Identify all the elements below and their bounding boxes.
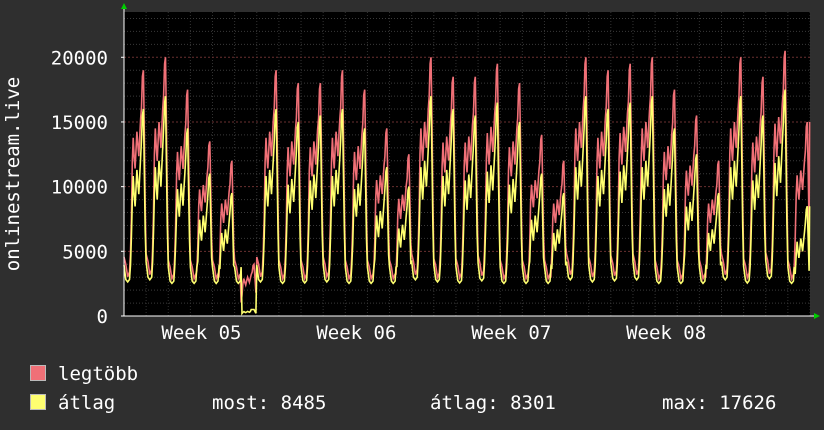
series-line-atlag [123, 89, 811, 316]
x-tick-label: Week 05 [161, 322, 241, 344]
y-tick-label: 15000 [51, 112, 108, 134]
x-tick-label: Week 08 [626, 322, 706, 344]
x-tick-label: Week 07 [471, 322, 551, 344]
y-tick-labels: 0 5000 10000 15000 20000 [51, 47, 124, 328]
x-axis-arrow [814, 313, 820, 319]
y-axis-arrow [121, 3, 127, 9]
legend-swatch-legtobb [30, 365, 46, 381]
y-tick-label: 10000 [51, 177, 108, 199]
stat-max: max: 17626 [662, 392, 777, 414]
legend-label-atlag: átlag [58, 392, 116, 414]
y-tick-label: 5000 [62, 241, 108, 263]
stat-average: átlag: 8301 [430, 392, 556, 414]
y-tick-label: 20000 [51, 47, 108, 69]
series-line-legtobb [123, 50, 811, 303]
x-tick-labels: Week 05 Week 06 Week 07 Week 08 [161, 322, 706, 344]
axes [121, 3, 820, 319]
x-tick-label: Week 06 [316, 322, 396, 344]
stat-now: most: 8485 [212, 392, 327, 414]
legend-item-legtobb: legtöbb [30, 362, 138, 386]
y-axis-label: onlinestream.live [2, 77, 24, 271]
legend-label-legtobb: legtöbb [58, 363, 139, 385]
legend-item-atlag: átlag most: 8485 átlag: 8301 max: 17626 [30, 391, 810, 415]
legend-swatch-atlag [30, 394, 46, 410]
y-tick-label: 0 [97, 306, 108, 328]
